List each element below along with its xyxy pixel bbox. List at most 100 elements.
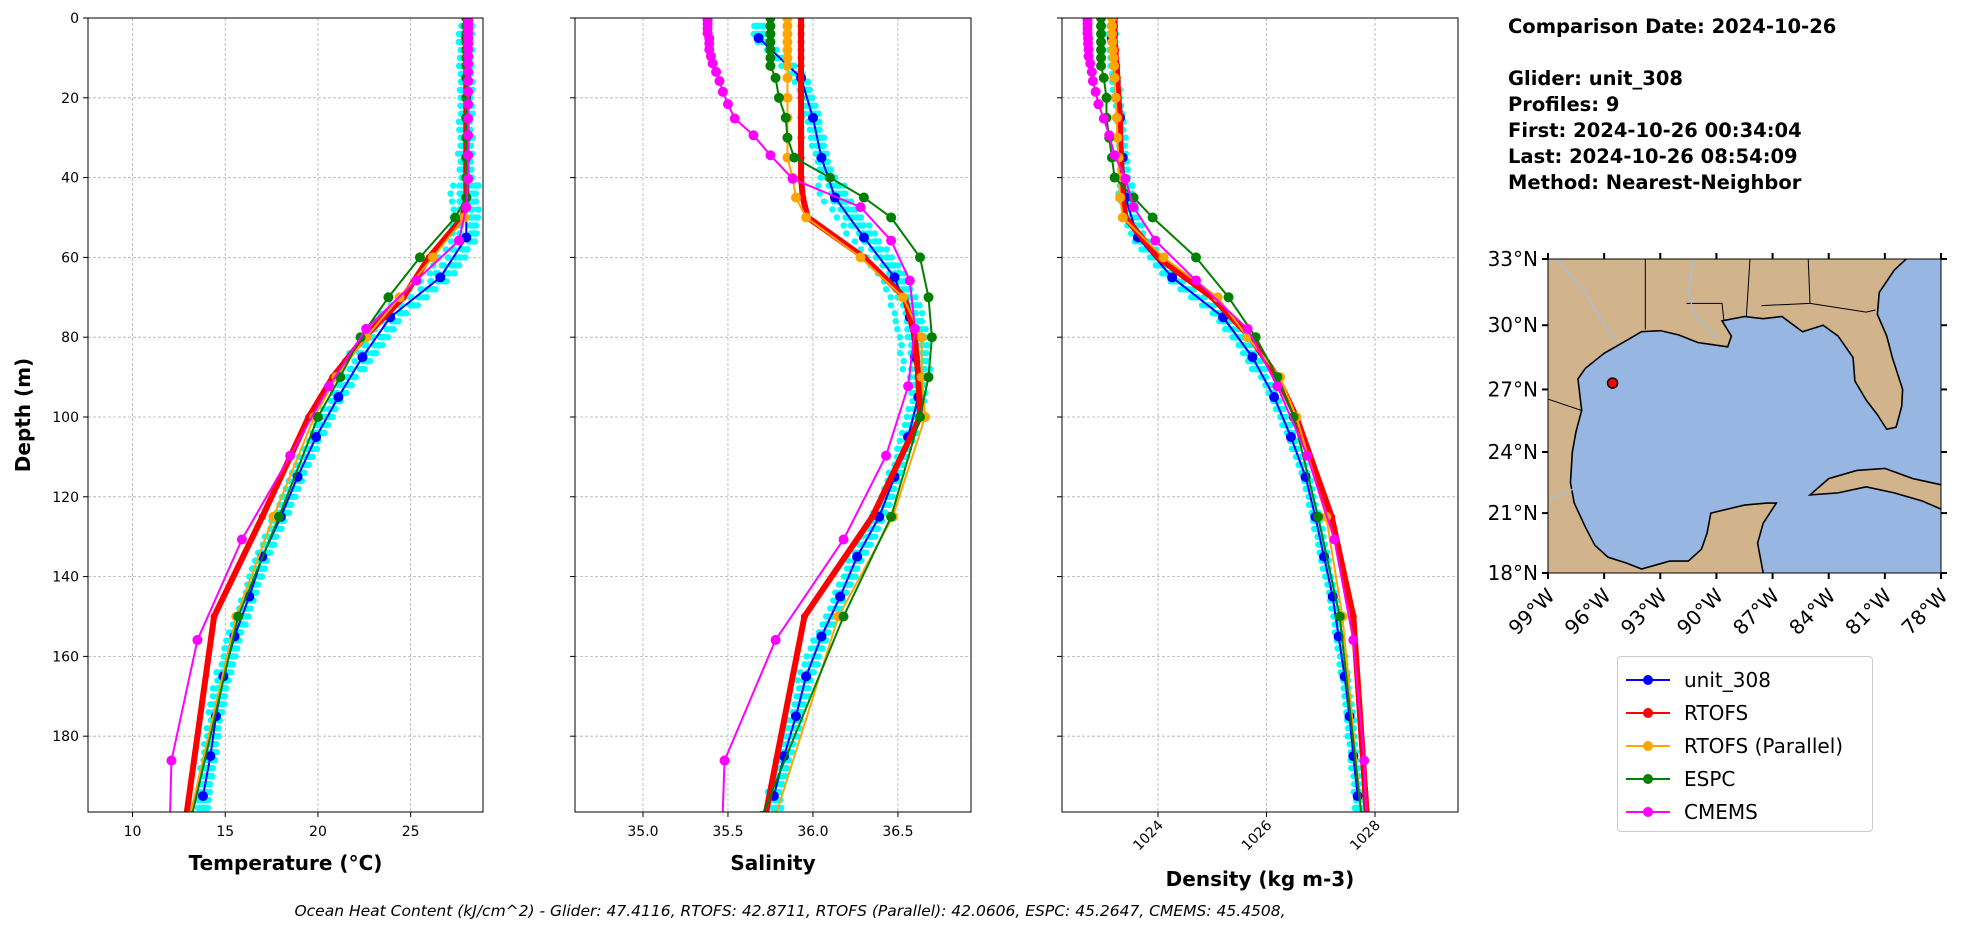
data-point <box>1098 113 1109 124</box>
data-point <box>236 534 247 545</box>
data-point <box>1334 611 1345 622</box>
legend-label: RTOFS (Parallel) <box>1684 733 1844 758</box>
glider-raw-point <box>922 326 929 333</box>
data-point <box>1302 450 1313 461</box>
data-point <box>800 612 808 620</box>
x-tick-label: 10 <box>124 824 142 840</box>
glider-raw-point <box>820 134 828 141</box>
data-point <box>838 611 849 622</box>
data-point <box>1348 635 1359 646</box>
x-tick-label: 35.5 <box>712 824 743 840</box>
legend-label: RTOFS <box>1684 700 1749 725</box>
data-point <box>197 791 208 802</box>
glider-raw-point <box>450 182 457 189</box>
glider-raw-point <box>814 661 821 668</box>
glider-raw-point <box>1177 286 1184 293</box>
data-point <box>1090 86 1101 97</box>
data-point <box>797 134 805 142</box>
glider-raw-point <box>384 333 392 341</box>
data-point <box>807 112 818 123</box>
data-point <box>192 635 203 646</box>
glider-raw-point <box>912 294 919 301</box>
data-point <box>1349 612 1357 620</box>
lat-tick-label: 30°N <box>1488 313 1538 337</box>
data-point <box>773 92 784 103</box>
glider-raw-point <box>1239 349 1247 357</box>
lon-tick-label: 87°W <box>1728 583 1784 639</box>
data-point <box>765 28 776 39</box>
data-point <box>285 450 296 461</box>
lat-tick-label: 18°N <box>1488 561 1538 585</box>
data-point <box>855 252 866 263</box>
x-tick-label: 20 <box>309 824 327 840</box>
x-tick-label: 36.0 <box>797 824 828 840</box>
data-point <box>797 22 805 30</box>
glider-raw-point <box>423 294 431 301</box>
data-point <box>770 72 781 83</box>
data-point <box>463 58 474 69</box>
data-point <box>1111 112 1122 123</box>
glider-raw-point <box>871 230 878 237</box>
river-line <box>1554 259 1618 343</box>
river-line <box>1548 488 1575 501</box>
glider-raw-point <box>414 302 421 309</box>
data-point <box>1158 252 1169 263</box>
glider-raw-point <box>810 669 817 676</box>
series-line-cmems <box>1086 19 1368 812</box>
glider-raw-point <box>791 78 798 86</box>
map: 18°N 21°N 24°N 27°N 30°N 33°N 99°W 96°W 93°W 90°W… <box>1488 247 1953 640</box>
data-point <box>782 92 793 103</box>
data-point <box>782 20 793 31</box>
axes-frame <box>87 17 484 813</box>
glider-raw-point <box>820 198 828 205</box>
glider-raw-point <box>899 365 907 373</box>
glider-raw-point <box>455 262 463 269</box>
lon-tick-label: 78°W <box>1897 583 1953 639</box>
data-point <box>1150 235 1161 246</box>
glider-raw-point <box>346 365 353 373</box>
data-point <box>782 132 793 143</box>
data-point <box>765 44 776 55</box>
data-point <box>1190 252 1201 263</box>
glider-raw-point <box>459 246 466 253</box>
glider-raw-point <box>887 294 894 301</box>
glider-raw-point <box>472 190 479 197</box>
glider-raw-point <box>805 685 812 692</box>
glider-raw-point <box>883 246 890 253</box>
glider-raw-point <box>462 254 469 261</box>
axes-frame <box>574 17 972 813</box>
data-point <box>852 551 863 562</box>
legend-label: unit_308 <box>1684 667 1771 692</box>
data-point <box>765 52 776 63</box>
data-point <box>797 38 805 46</box>
glider-raw-point <box>223 637 230 644</box>
data-point <box>835 591 846 602</box>
comparison-date: Comparison Date: 2024-10-26 <box>1508 15 1837 38</box>
glider-raw-point <box>876 246 883 253</box>
glider-raw-point <box>918 310 926 317</box>
data-point <box>1272 381 1283 392</box>
data-point <box>782 44 793 55</box>
data-point <box>435 272 446 283</box>
glider-raw-point <box>892 318 899 325</box>
glider-raw-point <box>889 493 896 500</box>
data-point <box>1107 44 1118 55</box>
data-point <box>463 86 474 97</box>
glider-raw-point <box>754 22 761 30</box>
data-point <box>782 28 793 39</box>
data-point <box>765 36 776 47</box>
glider-raw-point <box>448 198 456 205</box>
glider-raw-point <box>1245 341 1253 349</box>
lon-tick-label: 99°W <box>1504 583 1560 639</box>
glider-raw-point <box>1138 246 1145 253</box>
ocean-heat-content-caption: Ocean Heat Content (kJ/cm^2) - Glider: 4… <box>294 902 1286 920</box>
legend-item: ESPC <box>1626 762 1864 795</box>
data-point <box>411 275 422 286</box>
data-point <box>1109 72 1120 83</box>
data-point <box>923 372 934 383</box>
glider-raw-point <box>894 326 901 333</box>
glider-raw-point <box>816 190 823 197</box>
data-point <box>1352 791 1363 802</box>
glider-raw-point <box>891 310 898 317</box>
data-point <box>1117 212 1128 223</box>
